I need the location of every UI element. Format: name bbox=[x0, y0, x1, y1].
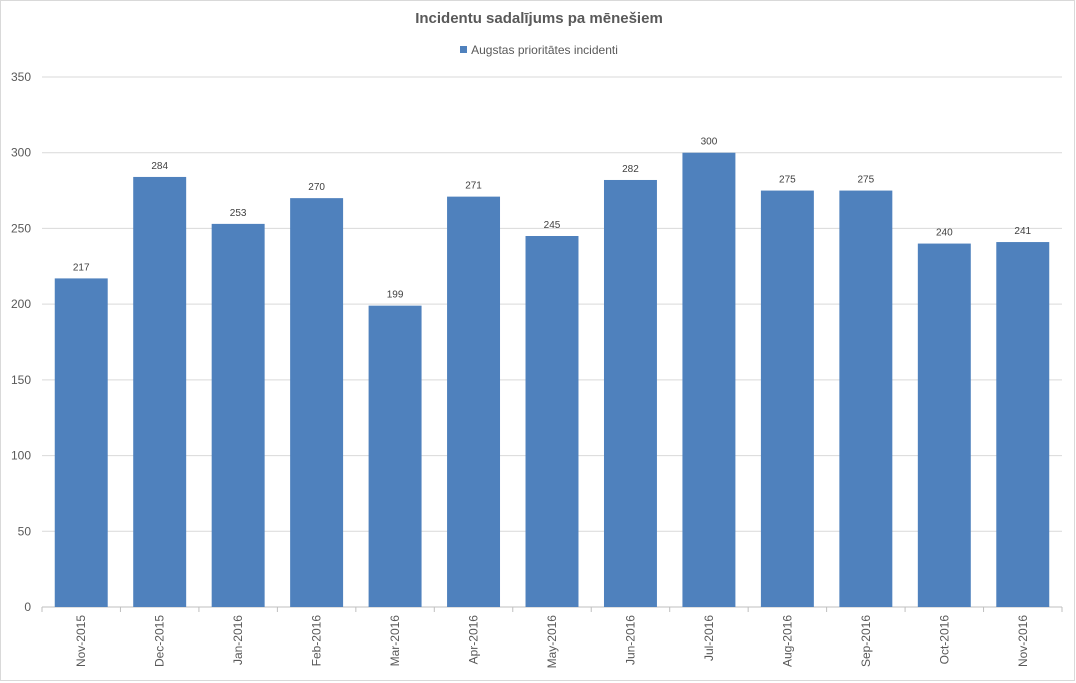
bar bbox=[133, 176, 187, 607]
x-tick-label: Nov-2015 bbox=[74, 615, 88, 667]
y-tick-label: 250 bbox=[11, 221, 31, 235]
x-tick-label: Apr-2016 bbox=[467, 615, 481, 665]
bar bbox=[290, 198, 344, 607]
data-label: 245 bbox=[544, 220, 561, 231]
x-tick-label: Nov-2016 bbox=[1016, 615, 1030, 667]
bar bbox=[603, 179, 657, 607]
y-tick-label: 200 bbox=[11, 297, 31, 311]
bar bbox=[447, 196, 501, 607]
bar bbox=[211, 223, 265, 607]
y-tick-label: 100 bbox=[11, 449, 31, 463]
y-tick-label: 300 bbox=[11, 146, 31, 160]
legend: Augstas prioritātes incidenti bbox=[1, 43, 1076, 57]
bar bbox=[839, 190, 893, 608]
bar bbox=[525, 236, 579, 607]
y-tick-label: 350 bbox=[11, 70, 31, 84]
legend-swatch bbox=[460, 46, 468, 53]
x-tick-label: Feb-2016 bbox=[310, 615, 324, 667]
data-label: 271 bbox=[465, 181, 482, 192]
x-tick-label: Jan-2016 bbox=[231, 615, 245, 665]
bar bbox=[54, 278, 108, 607]
y-tick-label: 150 bbox=[11, 373, 31, 387]
data-label: 253 bbox=[230, 208, 247, 219]
x-tick-label: Aug-2016 bbox=[780, 615, 794, 667]
x-tick-label: Jun-2016 bbox=[623, 615, 637, 665]
bar bbox=[917, 243, 971, 608]
legend-label: Augstas prioritātes incidenti bbox=[471, 43, 618, 57]
data-label: 199 bbox=[387, 290, 404, 301]
x-tick-label: Oct-2016 bbox=[937, 615, 951, 665]
bar bbox=[996, 242, 1050, 608]
data-label: 240 bbox=[936, 228, 953, 239]
data-label: 275 bbox=[858, 175, 875, 186]
data-label: 282 bbox=[622, 164, 639, 175]
x-tick-label: Sep-2016 bbox=[859, 615, 873, 667]
data-label: 284 bbox=[151, 161, 168, 172]
y-tick-label: 50 bbox=[18, 524, 32, 538]
data-label: 270 bbox=[308, 182, 325, 193]
x-tick-label: Dec-2015 bbox=[153, 615, 167, 667]
data-label: 275 bbox=[779, 175, 796, 186]
data-label: 217 bbox=[73, 262, 90, 273]
x-tick-label: Jul-2016 bbox=[702, 615, 716, 661]
bar bbox=[760, 190, 814, 608]
x-tick-label: Mar-2016 bbox=[388, 615, 402, 667]
bar bbox=[682, 152, 736, 607]
x-tick-label: May-2016 bbox=[545, 615, 559, 669]
y-tick-label: 0 bbox=[24, 600, 31, 614]
data-label: 241 bbox=[1014, 226, 1031, 237]
data-label: 300 bbox=[701, 137, 718, 148]
chart-title: Incidentu sadalījums pa mēnešiem bbox=[415, 10, 663, 27]
bar bbox=[368, 305, 422, 607]
